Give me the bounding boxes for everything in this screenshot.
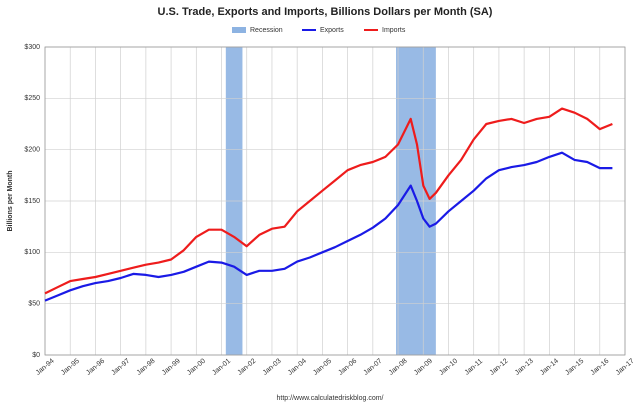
- chart-title: U.S. Trade, Exports and Imports, Billion…: [158, 6, 493, 18]
- legend-label: Recession: [250, 27, 283, 34]
- plot-frame: [44, 46, 626, 356]
- y-tick-label: $300: [24, 44, 40, 51]
- y-tick-label: $150: [24, 198, 40, 205]
- y-tick-label: $50: [28, 301, 40, 308]
- y-axis-label: Billions per Month: [7, 170, 14, 231]
- legend-label: Imports: [382, 27, 406, 34]
- y-tick-label: $0: [32, 352, 40, 359]
- legend-swatch: [232, 27, 246, 33]
- source: http://www.calculatedriskblog.com/: [277, 395, 384, 402]
- y-tick-label: $200: [24, 147, 40, 154]
- y-tick-label: $250: [24, 95, 40, 102]
- series-line: [44, 107, 613, 295]
- legend-label: Exports: [320, 27, 344, 34]
- series-line: [44, 151, 613, 302]
- y-tick-label: $100: [24, 249, 40, 256]
